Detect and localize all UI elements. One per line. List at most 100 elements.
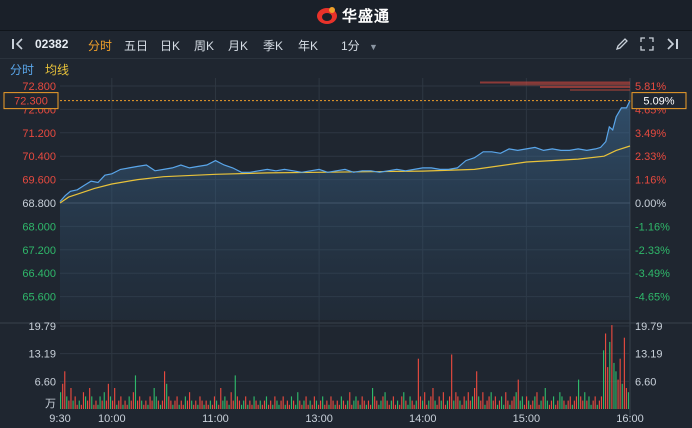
volume-bar — [66, 396, 68, 409]
x-tick-label: 16:00 — [616, 413, 644, 425]
pct-tick-label: 0.00% — [635, 198, 666, 210]
tab-weekly-k[interactable]: 周K — [194, 39, 215, 53]
volume-bar — [353, 400, 355, 409]
volume-bar — [76, 404, 78, 409]
volume-bar — [103, 392, 105, 409]
volume-bar — [390, 400, 392, 409]
pct-tick-label: 5.81% — [635, 81, 666, 93]
tab-five-day[interactable]: 五日 — [124, 39, 149, 53]
volume-bar — [619, 358, 621, 409]
volume-bar — [476, 371, 478, 409]
volume-bar — [207, 404, 209, 409]
volume-bar — [523, 404, 526, 409]
volume-bar — [180, 400, 182, 409]
tab-daily-k[interactable]: 日K — [160, 39, 181, 53]
volume-bar — [338, 404, 340, 409]
volume-bar — [122, 404, 124, 409]
volume-bar — [182, 404, 184, 409]
volume-bar — [270, 400, 272, 409]
price-tick-label: 68.000 — [22, 221, 56, 233]
volume-bar — [370, 404, 372, 409]
volume-bar — [451, 354, 453, 409]
volume-bar — [155, 396, 157, 409]
price-line — [59, 100, 631, 202]
volume-bar — [247, 404, 249, 409]
intraday-chart[interactable]: 72.800 5.81%72.000 4.65%71.200 3.49%70.400 2… — [0, 78, 692, 428]
volume-tick-label: 6.60 — [35, 376, 56, 388]
volume-bar — [166, 383, 168, 409]
volume-bar — [417, 358, 419, 409]
collapse-sidebar-icon[interactable] — [10, 36, 26, 52]
volume-bar — [465, 400, 467, 409]
volume-tick-label-right: 6.60 — [635, 376, 656, 388]
volume-bar — [361, 396, 363, 409]
volume-bar — [199, 396, 201, 409]
volume-bar — [224, 396, 226, 409]
tab-yearly-k[interactable]: 年K — [298, 39, 319, 53]
volume-bar — [216, 400, 218, 409]
volume-bar — [571, 404, 573, 409]
interval-select[interactable]: 1分 ▼ — [341, 37, 378, 54]
volume-bar — [303, 400, 305, 409]
volume-bar — [315, 400, 318, 409]
stock-code: 02382 — [35, 37, 69, 51]
avg-line-label: 均线 — [45, 63, 70, 77]
volume-bar — [328, 404, 330, 409]
volume-bar — [567, 400, 569, 409]
volume-bar — [392, 396, 394, 409]
volume-bar — [501, 396, 503, 409]
x-tick-label: 11:00 — [202, 413, 229, 425]
price-area — [60, 100, 630, 320]
volume-bar — [132, 392, 134, 409]
x-tick-label: 15:00 — [513, 413, 541, 425]
volume-bar — [126, 404, 128, 409]
volume-bar — [584, 392, 586, 409]
volume-bar — [559, 392, 561, 409]
pct-tick-label: -3.49% — [635, 268, 670, 280]
volume-bar — [149, 396, 151, 409]
fullscreen-icon[interactable] — [639, 36, 655, 52]
volume-bar — [403, 392, 405, 409]
price-tick-label: 70.400 — [22, 151, 56, 163]
volume-bar — [565, 404, 567, 409]
volume-bar — [172, 404, 174, 409]
volume-bar — [580, 396, 582, 409]
volume-bar — [546, 400, 548, 409]
volume-bar — [78, 400, 80, 409]
volume-bar — [153, 388, 155, 409]
volume-bar — [118, 400, 120, 409]
volume-bar — [413, 404, 415, 409]
price-tick-label: 68.800 — [22, 198, 56, 210]
expand-panel-icon[interactable] — [664, 36, 680, 52]
tab-monthly-k[interactable]: 月K — [228, 39, 249, 53]
volume-bar — [114, 388, 116, 409]
tab-intraday[interactable]: 分时 — [88, 39, 113, 53]
volume-bar — [282, 396, 284, 409]
pencil-icon[interactable] — [614, 36, 630, 52]
volume-bar — [143, 404, 145, 409]
volume-bar — [394, 404, 397, 409]
volume-bar — [544, 388, 546, 409]
pct-tick-label: 1.16% — [635, 175, 666, 187]
volume-bar — [446, 400, 449, 409]
volume-bar — [147, 404, 149, 409]
brand-name: 华盛通 — [342, 7, 391, 25]
volume-bar — [253, 396, 255, 409]
volume-bar — [513, 396, 515, 409]
x-tick-label: 13:00 — [305, 413, 333, 425]
volume-bar — [367, 400, 370, 409]
volume-bar — [120, 396, 122, 409]
pct-tick-label: -1.16% — [635, 221, 670, 233]
volume-bar — [553, 396, 555, 409]
volume-bar — [611, 325, 613, 409]
volume-bar — [340, 396, 342, 409]
volume-bar — [422, 400, 424, 409]
volume-bar — [293, 400, 295, 409]
volume-bar — [70, 388, 72, 409]
price-tick-label: 66.400 — [22, 268, 56, 280]
volume-bar — [542, 396, 544, 409]
price-tick-label: 71.200 — [22, 128, 56, 140]
tab-quarterly-k[interactable]: 季K — [263, 39, 284, 53]
depth-bar — [540, 86, 630, 88]
volume-bar — [449, 396, 451, 409]
